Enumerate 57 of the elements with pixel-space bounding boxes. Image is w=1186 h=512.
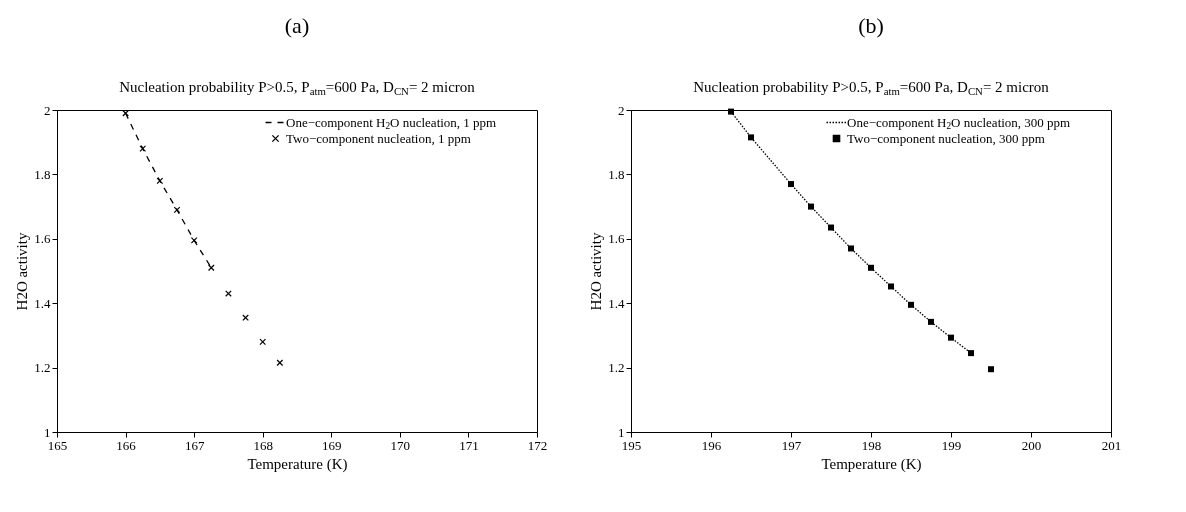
point [748, 134, 754, 141]
point [968, 350, 974, 357]
x-tick-label: 170 [390, 437, 411, 453]
chart-title: Nucleation probability P>0.5, P$_{atm}$=600 Pa, D$_{CN}$= 2 micron [693, 79, 1050, 97]
text: (b) [858, 13, 884, 38]
point [948, 334, 954, 341]
legend-label: One−component H$_{2}$O nucleation, 300 ppm [847, 114, 1071, 131]
y-tick-label: 1.2 [34, 360, 51, 376]
point [848, 245, 854, 252]
legend-label: One−component H$_{2}$O nucleation, 1 ppm [286, 114, 497, 131]
x-tick-label: 196 [701, 437, 722, 453]
y-tick-label: 1.6 [34, 231, 51, 247]
legend-label: Two−component nucleation, 300 ppm [847, 130, 1045, 146]
y-tick-label: 1.2 [608, 360, 625, 376]
x-tick-label: 200 [1021, 437, 1042, 453]
y-tick-label: 1.4 [608, 295, 625, 311]
x-tick-label: 197 [781, 437, 802, 453]
point [928, 318, 934, 325]
x-axis-title: Temperature (K) [247, 455, 348, 473]
point [190, 237, 198, 244]
y-tick-label: 1 [618, 424, 625, 440]
y-tick-label: 2 [44, 102, 51, 118]
legend-label: Two−component nucleation, 1 ppm [286, 130, 471, 146]
point [788, 181, 794, 188]
x-tick-label: 168 [253, 437, 273, 453]
x-tick-label: 201 [1101, 437, 1122, 453]
y-tick-label: 1 [44, 424, 51, 440]
x-tick-label: 169 [322, 437, 342, 453]
point [988, 366, 994, 373]
point [888, 283, 894, 290]
y-tick-label: 1.8 [34, 166, 51, 182]
y-tick-label: 2 [618, 102, 625, 118]
x-tick-label: 171 [459, 437, 479, 453]
y-axis-title: H2O activity [14, 232, 31, 311]
y-axis-title: H2O activity [588, 232, 605, 311]
x-tick-label: 167 [184, 437, 205, 453]
x-tick-label: 172 [527, 437, 548, 453]
x-tick-label: 165 [47, 437, 68, 453]
chart-title: Nucleation probability P>0.5, P$_{atm}$=600 Pa, D$_{CN}$= 2 micron [119, 79, 476, 97]
x-tick-label: 195 [621, 437, 642, 453]
x-tick-label: 198 [861, 437, 882, 453]
point [868, 264, 874, 271]
x-axis-title: Temperature (K) [821, 455, 922, 473]
y-tick-label: 1.6 [608, 231, 625, 247]
y-tick-label: 1.4 [34, 295, 51, 311]
point [728, 108, 734, 115]
point [828, 224, 834, 231]
text: (a) [284, 13, 310, 38]
y-tick-label: 1.8 [608, 166, 625, 182]
point [276, 359, 284, 367]
point [259, 338, 267, 346]
point [808, 203, 814, 210]
point [908, 301, 914, 308]
point [173, 206, 181, 214]
x-tick-label: 166 [116, 437, 137, 453]
x-tick-label: 199 [941, 437, 962, 453]
point [242, 314, 249, 322]
